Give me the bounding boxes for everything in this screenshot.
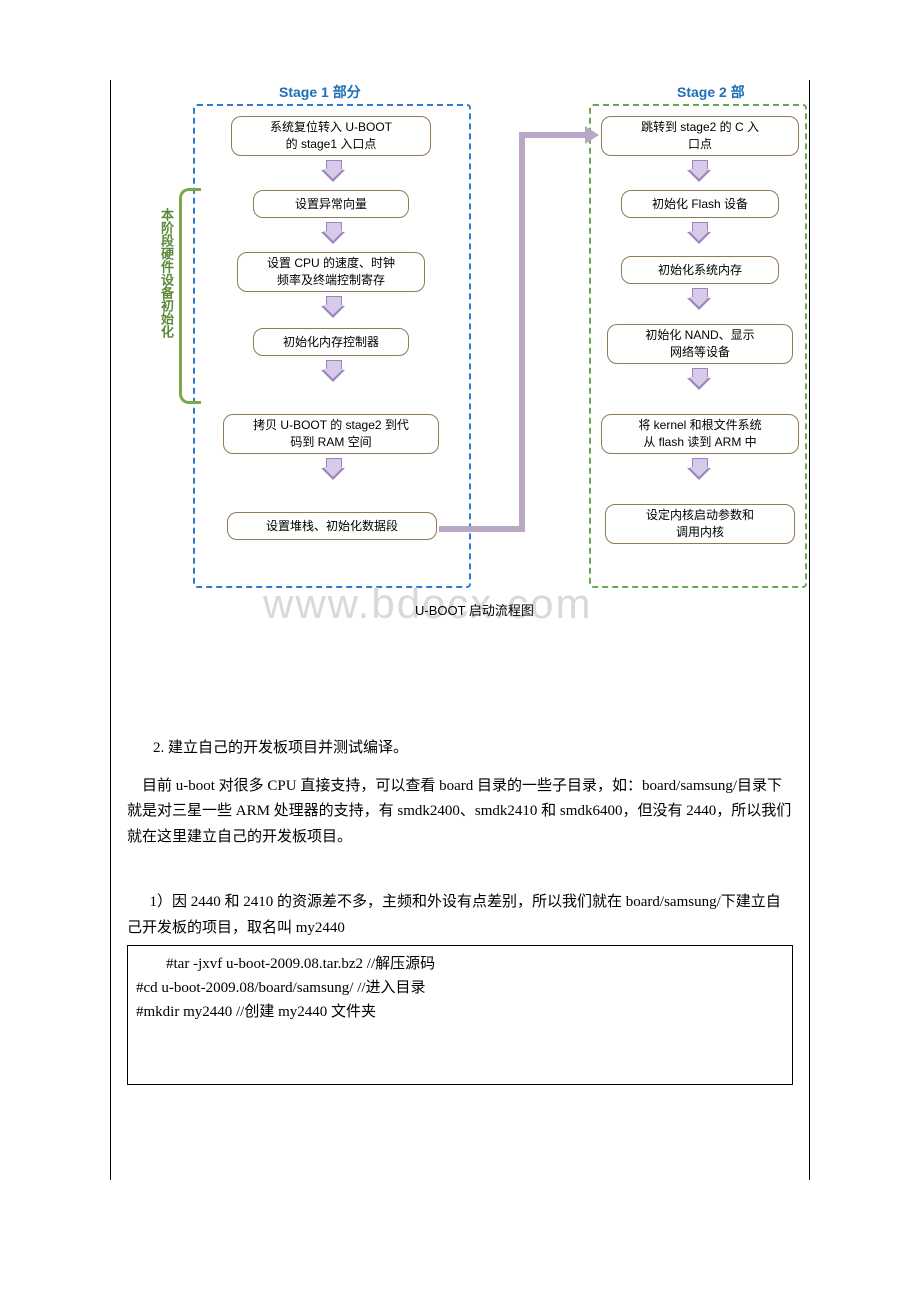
bracket bbox=[179, 188, 201, 404]
stage1-node-3: 初始化内存控制器 bbox=[253, 328, 409, 356]
code-line: #cd u-boot-2009.08/board/samsung/ //进入目录 bbox=[136, 976, 784, 1000]
vertical-label: 本阶段硬件设备初始化 bbox=[157, 208, 176, 338]
arrow-icon bbox=[687, 458, 711, 480]
stage1-node-0: 系统复位转入 U-BOOT 的 stage1 入口点 bbox=[231, 116, 431, 156]
page-frame: Stage 1 部分 Stage 2 部 本阶段硬件设备初始化 系统复位转入 U… bbox=[110, 80, 810, 1180]
arrow-icon bbox=[321, 458, 345, 480]
stage2-node-0: 跳转到 stage2 的 C 入 口点 bbox=[601, 116, 799, 156]
stage1-node-2: 设置 CPU 的速度、时钟 频率及终端控制寄存 bbox=[237, 252, 425, 292]
arrow-icon bbox=[321, 160, 345, 182]
connector-line bbox=[519, 132, 525, 532]
arrow-icon bbox=[687, 222, 711, 244]
subsection-1: 1）因 2440 和 2410 的资源差不多，主频和外设有点差别，所以我们就在 … bbox=[127, 890, 793, 941]
arrow-icon bbox=[321, 360, 345, 382]
connector-line bbox=[519, 132, 589, 138]
stage2-node-3: 初始化 NAND、显示 网络等设备 bbox=[607, 324, 793, 364]
stage1-node-1: 设置异常向量 bbox=[253, 190, 409, 218]
stage1-node-4: 拷贝 U-BOOT 的 stage2 到代 码到 RAM 空间 bbox=[223, 414, 439, 454]
stage2-node-2: 初始化系统内存 bbox=[621, 256, 779, 284]
code-line: #mkdir my2440 //创建 my2440 文件夹 bbox=[136, 1000, 784, 1024]
diagram-caption: U-BOOT 启动流程图 bbox=[415, 600, 534, 619]
arrow-icon bbox=[687, 368, 711, 390]
stage1-title: Stage 1 部分 bbox=[279, 82, 361, 102]
stage2-node-5: 设定内核启动参数和 调用内核 bbox=[605, 504, 795, 544]
arrow-icon bbox=[321, 222, 345, 244]
section-title: 2. 建立自己的开发板项目并测试编译。 bbox=[153, 736, 793, 762]
stage2-node-4: 将 kernel 和根文件系统 从 flash 读到 ARM 中 bbox=[601, 414, 799, 454]
flowchart-diagram: Stage 1 部分 Stage 2 部 本阶段硬件设备初始化 系统复位转入 U… bbox=[123, 80, 809, 640]
arrow-icon bbox=[687, 288, 711, 310]
stage2-node-1: 初始化 Flash 设备 bbox=[621, 190, 779, 218]
paragraph-1: 目前 u-boot 对很多 CPU 直接支持，可以查看 board 目录的一些子… bbox=[127, 774, 793, 851]
stage1-node-5: 设置堆栈、初始化数据段 bbox=[227, 512, 437, 540]
arrow-icon bbox=[321, 296, 345, 318]
code-block: #tar -jxvf u-boot-2009.08.tar.bz2 //解压源码… bbox=[127, 945, 793, 1085]
code-line: #tar -jxvf u-boot-2009.08.tar.bz2 //解压源码 bbox=[136, 952, 784, 976]
stage2-title: Stage 2 部 bbox=[677, 82, 745, 102]
connector-line bbox=[439, 526, 525, 532]
connector-arrowhead-icon bbox=[585, 126, 599, 144]
arrow-icon bbox=[687, 160, 711, 182]
